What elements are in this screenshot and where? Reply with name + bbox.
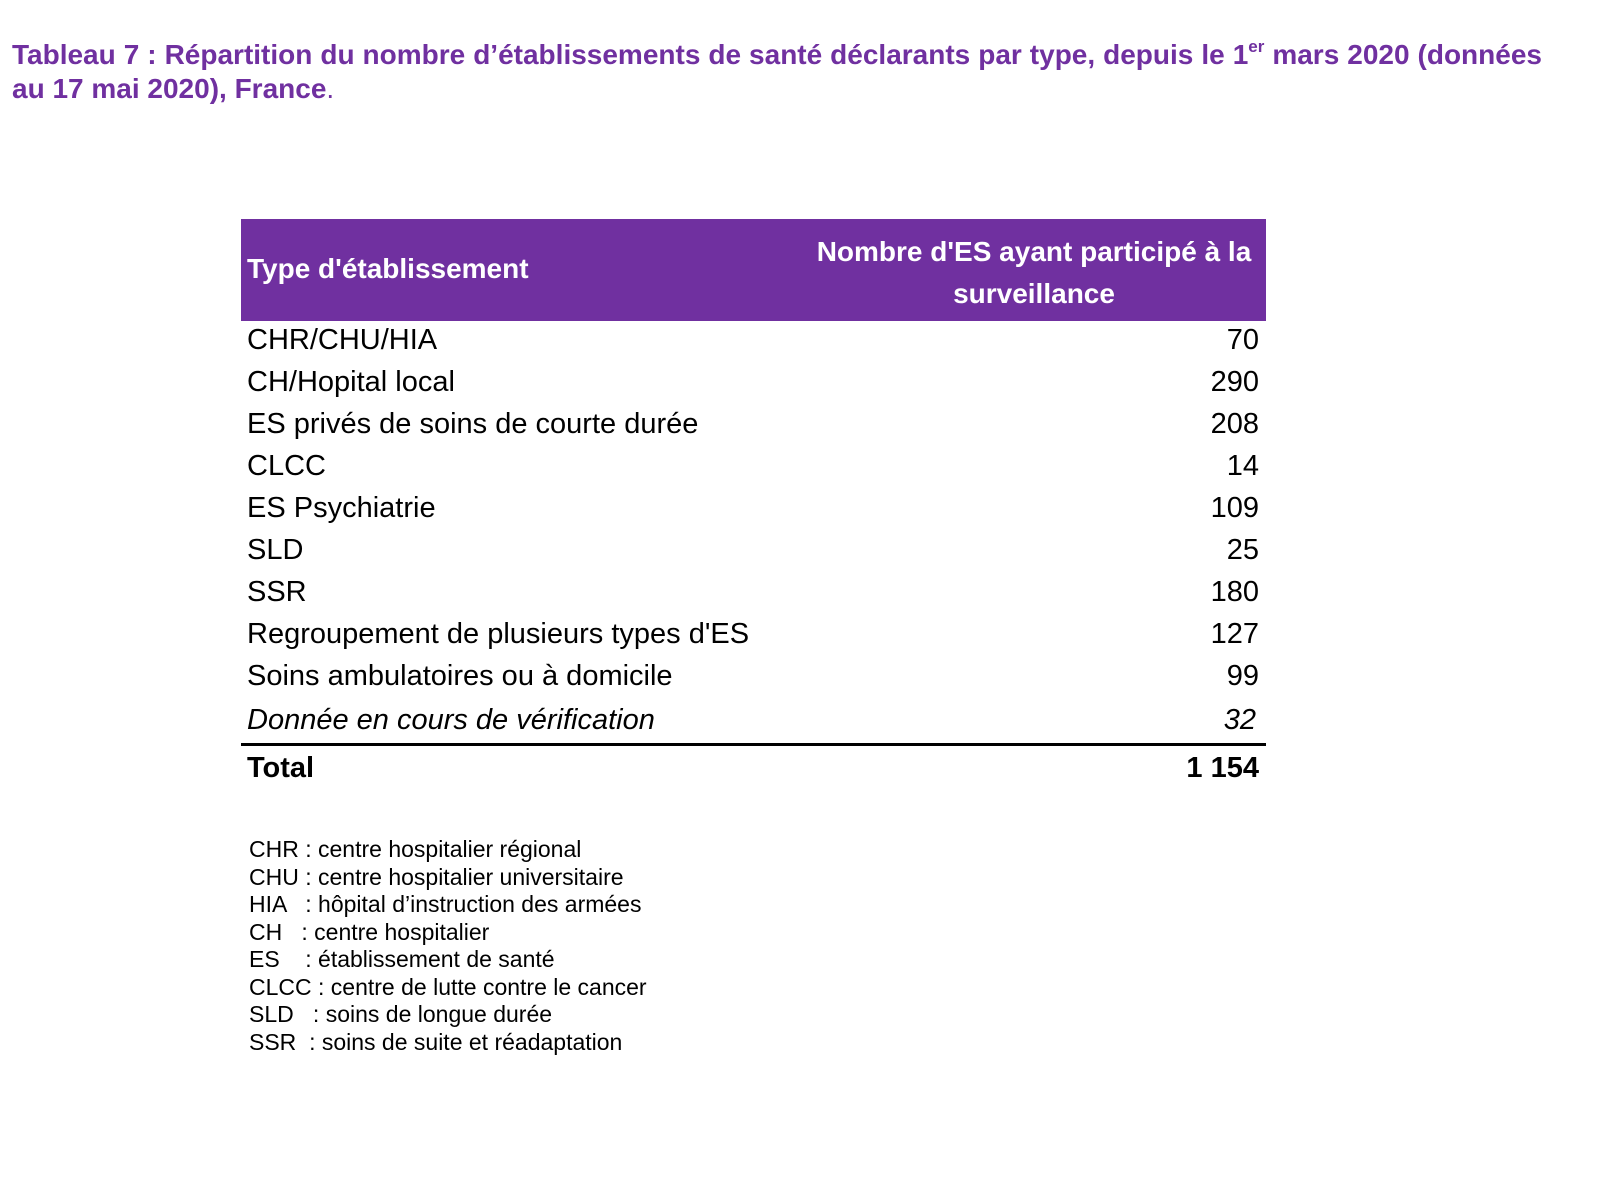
row-value: 14: [1226, 450, 1259, 482]
table-row: CHR/CHU/HIA 70: [241, 321, 1266, 363]
legend-item: CH : centre hospitalier: [249, 918, 490, 945]
table-row: ES Psychiatrie 109: [241, 489, 1266, 531]
row-value: 70: [1226, 324, 1259, 356]
table-header: Type d'établissement Nombre d'ES ayant p…: [241, 219, 1266, 321]
row-value: 99: [1226, 660, 1259, 692]
establishments-table: Type d'établissement Nombre d'ES ayant p…: [241, 219, 1266, 790]
row-value: 127: [1210, 618, 1259, 650]
table-row: SSR 180: [241, 573, 1266, 615]
row-value: 290: [1210, 366, 1259, 398]
row-label: CH/Hopital local: [247, 366, 455, 398]
legend-item: ES : établissement de santé: [249, 946, 555, 972]
row-label: SSR: [247, 576, 307, 608]
total-value: 1 154: [1186, 752, 1259, 784]
legend-item: SLD : soins de longue durée: [249, 1001, 553, 1027]
table-row: CH/Hopital local 290: [241, 363, 1266, 405]
header-type: Type d'établissement: [247, 253, 529, 284]
row-label: Soins ambulatoires ou à domicile: [247, 660, 673, 692]
row-label: CLCC: [247, 450, 326, 482]
legend-item: CHU : centre hospitalier universitaire: [249, 863, 624, 890]
caption-text-end: mars 2020 (données au 17 mai 2020), Fran…: [12, 39, 1542, 104]
total-divider: [241, 743, 1266, 746]
pending-label: Donnée en cours de vérification: [247, 704, 655, 736]
legend-item: CLCC : centre de lutte contre le cancer: [249, 973, 647, 1000]
row-value: 109: [1210, 492, 1259, 524]
table-row: Soins ambulatoires ou à domicile 99: [241, 657, 1266, 699]
row-value: 208: [1210, 408, 1259, 440]
table-row: SLD 25: [241, 531, 1266, 573]
caption-period: .: [326, 73, 335, 104]
table-caption: Tableau 7 : Répartition du nombre d’étab…: [12, 38, 1542, 106]
row-label: ES Psychiatrie: [247, 492, 436, 524]
legend-item: CHR : centre hospitalier régional: [249, 836, 582, 862]
header-count: Nombre d'ES ayant participé à la surveil…: [816, 236, 1252, 309]
table-row: ES privés de soins de courte durée 208: [241, 405, 1266, 447]
total-label: Total: [247, 752, 315, 784]
pending-value: 32: [1223, 704, 1256, 736]
legend-item: SSR : soins de suite et réadaptation: [249, 1028, 623, 1055]
legend-item: HIA : hôpital d’instruction des armées: [249, 891, 642, 917]
total-row: Total 1 154: [241, 746, 1266, 790]
row-label: Regroupement de plusieurs types d'ES: [247, 618, 750, 650]
table-row: CLCC 14: [241, 447, 1266, 489]
pending-row: Donnée en cours de vérification 32: [241, 701, 1266, 745]
row-value: 25: [1226, 534, 1259, 566]
table-row: Regroupement de plusieurs types d'ES 127: [241, 615, 1266, 657]
row-value: 180: [1210, 576, 1259, 608]
abbreviations-legend: CHR : centre hospitalier régional CHU : …: [249, 836, 647, 1056]
caption-text: Tableau 7 : Répartition du nombre d’étab…: [12, 39, 1249, 70]
row-label: CHR/CHU/HIA: [247, 324, 438, 356]
row-label: SLD: [247, 534, 304, 566]
row-label: ES privés de soins de courte durée: [247, 408, 699, 440]
caption-superscript: er: [1248, 37, 1265, 56]
